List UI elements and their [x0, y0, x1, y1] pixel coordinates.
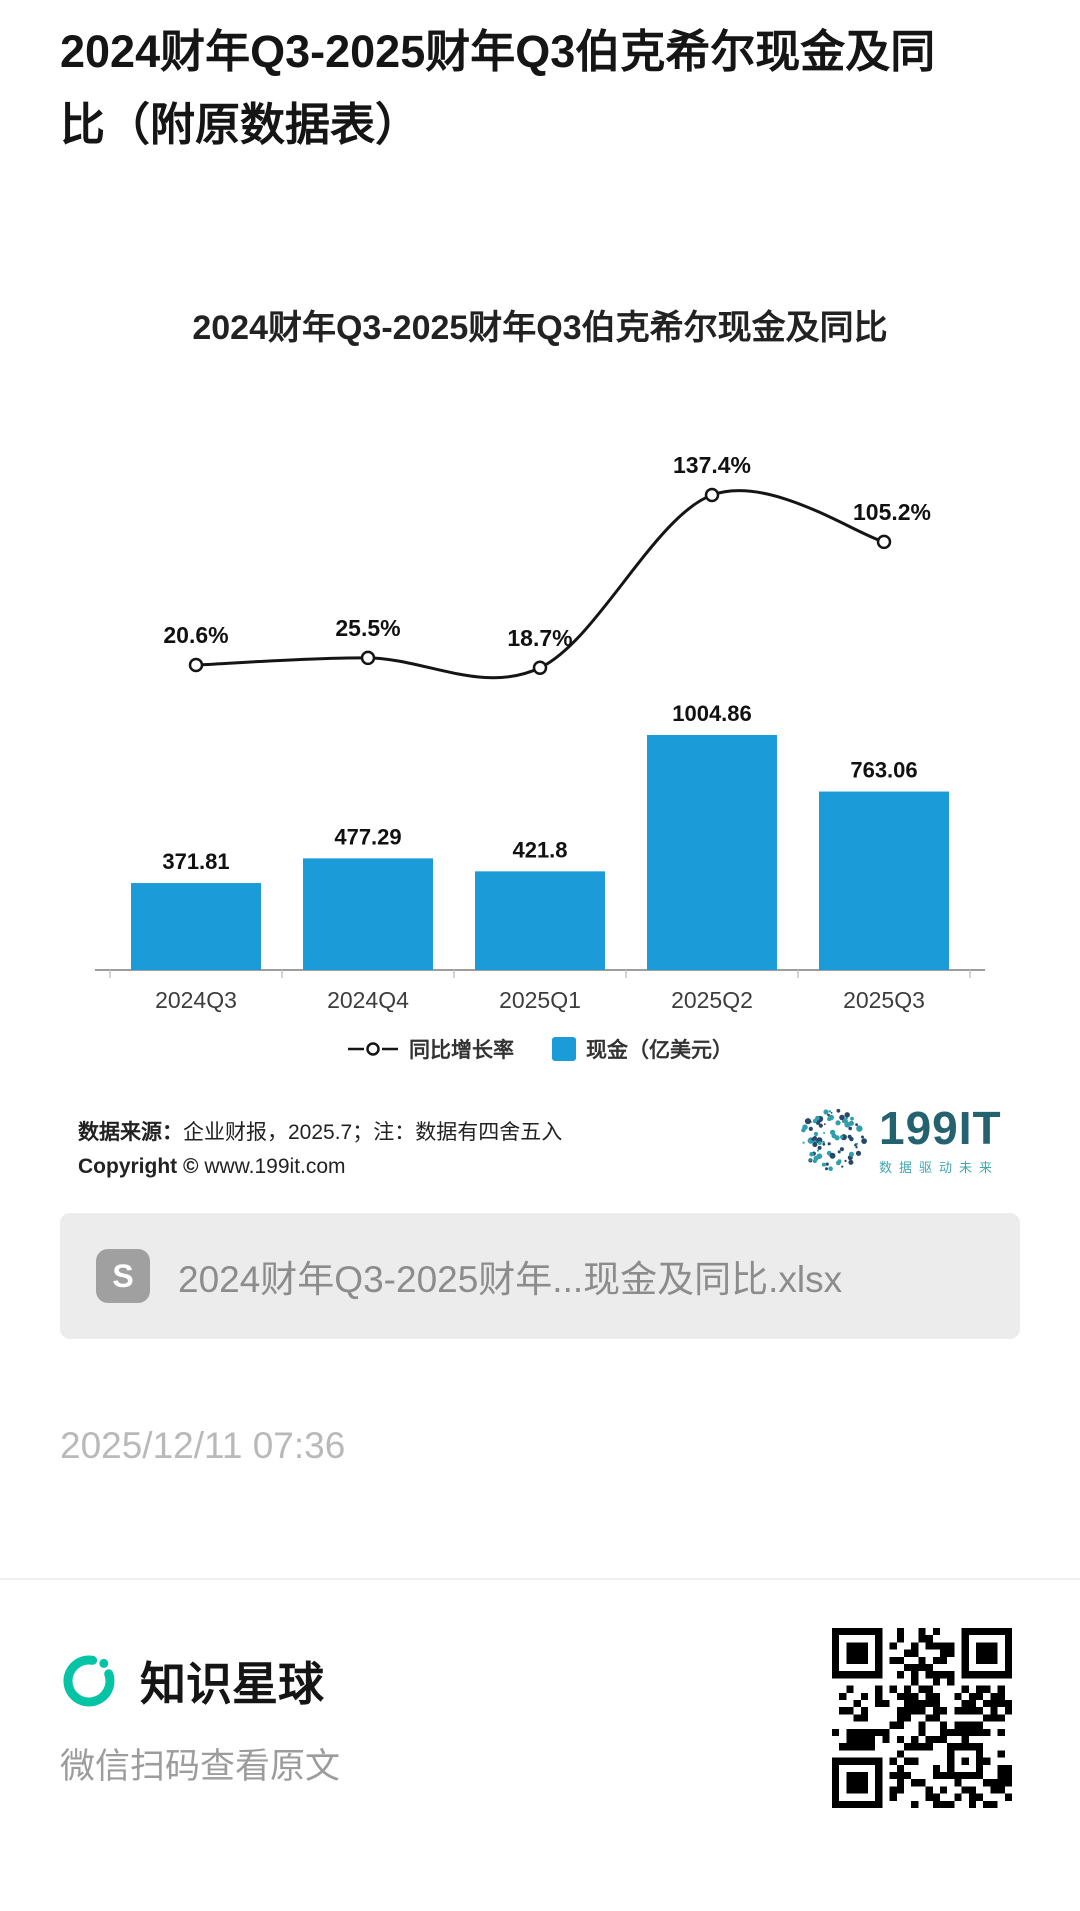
legend-label-cash: 现金（亿美元）	[586, 1039, 733, 1062]
file-icon-glyph: S	[112, 1257, 134, 1294]
bar-2025Q2	[647, 735, 777, 970]
copyright-line: Copyright © www.199it.com	[78, 1150, 562, 1184]
bar-label-2025Q2: 1004.86	[672, 701, 752, 726]
copyright-text: www.199it.com	[204, 1154, 346, 1178]
bar-label-2024Q3: 371.81	[162, 849, 229, 874]
bar-swatch-icon	[552, 1037, 576, 1061]
199it-wordmark: 199IT	[879, 1101, 1002, 1154]
attachment-filename: 2024财年Q3-2025财年...现金及同比.xlsx	[178, 1259, 843, 1300]
legend-item-growth: 同比增长率	[347, 1034, 514, 1064]
attachment-card[interactable]: S 2024财年Q3-2025财年...现金及同比.xlsx	[60, 1213, 1020, 1339]
footer-brand-row: 知识星球	[60, 1648, 324, 1714]
chart-legend: 同比增长率 现金（亿美元）	[0, 1034, 1080, 1064]
bar-2024Q4	[303, 858, 433, 970]
x-label-2025Q2: 2025Q2	[671, 987, 753, 1013]
dot-globe-icon	[801, 1108, 867, 1171]
199it-tagline: 数据驱动未来	[879, 1159, 1000, 1175]
line-point-2024Q4	[360, 650, 376, 666]
bar-2025Q3	[819, 791, 949, 970]
source-line: 数据来源：企业财报，2025.7；注：数据有四舍五入	[78, 1116, 562, 1150]
199it-logo: 199IT 数据驱动未来	[795, 1102, 1002, 1178]
line-label-2024Q3: 20.6%	[163, 622, 228, 648]
chart-section: 2024财年Q3-2025财年Q3伯克希尔现金及同比 371.81 2024Q3 4…	[0, 300, 1080, 1064]
line-label-2025Q3: 105.2%	[853, 499, 931, 525]
bar-2024Q3	[131, 883, 261, 970]
x-label-2024Q4: 2024Q4	[327, 987, 409, 1013]
x-label-2024Q3: 2024Q3	[155, 987, 237, 1013]
199it-logo-text: 199IT 数据驱动未来	[879, 1105, 1002, 1176]
line-label-2025Q1: 18.7%	[507, 625, 572, 651]
bar-label-2025Q1: 421.8	[512, 837, 567, 862]
divider	[0, 1578, 1080, 1580]
scan-hint: 微信扫码查看原文	[60, 1747, 341, 1786]
line-point-2025Q3	[876, 534, 892, 550]
combo-chart: 371.81 2024Q3 477.29 2024Q4 421.8 2025Q1 1004.…	[95, 452, 985, 1013]
legend-item-cash: 现金（亿美元）	[552, 1034, 733, 1064]
bar-label-2025Q3: 763.06	[850, 758, 917, 783]
x-label-2025Q3: 2025Q3	[843, 987, 925, 1013]
copyright-label: Copyright ©	[78, 1154, 199, 1178]
qr-code	[832, 1628, 1012, 1808]
post-timestamp: 2025/12/11 07:36	[60, 1425, 346, 1466]
line-label-2024Q4: 25.5%	[335, 615, 400, 641]
source-note: 数据来源：企业财报，2025.7；注：数据有四舍五入 Copyright © w…	[78, 1116, 562, 1183]
x-label-2025Q1: 2025Q1	[499, 987, 581, 1013]
line-point-2024Q3	[188, 657, 204, 673]
source-label: 数据来源：	[78, 1121, 183, 1144]
line-point-2025Q1	[532, 660, 548, 676]
zhishixingqiu-logo-icon	[63, 1655, 115, 1707]
brand-name: 知识星球	[140, 1658, 324, 1710]
spreadsheet-file-icon: S	[96, 1249, 150, 1303]
legend-label-growth: 同比增长率	[409, 1039, 514, 1062]
bar-label-2024Q4: 477.29	[334, 824, 401, 849]
source-text: 企业财报，2025.7；注：数据有四舍五入	[183, 1121, 563, 1144]
post-title: 2024财年Q3-2025财年Q3伯克希尔现金及同比（附原数据表）	[60, 26, 936, 150]
line-label-2025Q2: 137.4%	[673, 452, 751, 478]
line-point-2025Q2	[704, 487, 720, 503]
bar-2025Q1	[475, 871, 605, 970]
chart-title: 2024财年Q3-2025财年Q3伯克希尔现金及同比	[192, 309, 888, 347]
line-marker-icon	[348, 1042, 398, 1056]
